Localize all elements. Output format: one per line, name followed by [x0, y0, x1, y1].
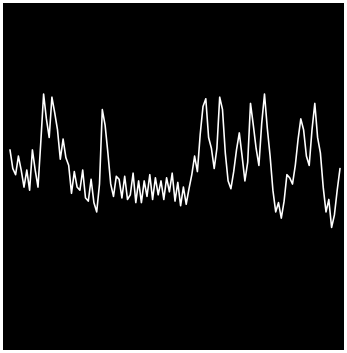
oscilloscope-screen	[3, 3, 344, 350]
waveform-trace	[9, 93, 341, 229]
waveform-plot	[9, 93, 341, 229]
